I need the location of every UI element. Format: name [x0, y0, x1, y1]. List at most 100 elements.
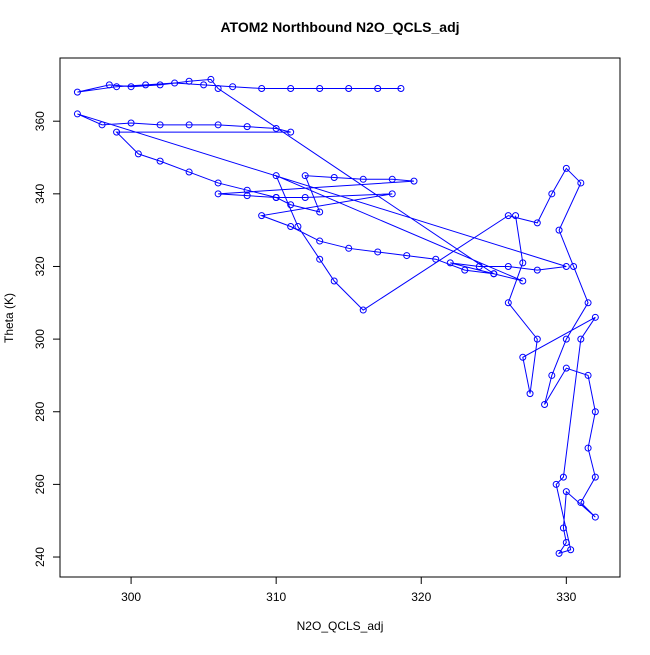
point	[577, 335, 585, 343]
point	[214, 190, 222, 198]
point	[214, 121, 222, 129]
point	[258, 85, 266, 93]
point	[113, 128, 121, 136]
point	[214, 179, 222, 187]
y-tick-label: 300	[33, 329, 47, 349]
point	[432, 255, 440, 263]
point	[388, 175, 396, 183]
point	[185, 121, 193, 129]
point	[548, 371, 556, 379]
point	[504, 212, 512, 220]
point	[185, 168, 193, 176]
x-tick-label: 300	[121, 590, 141, 604]
point	[562, 488, 570, 496]
point	[359, 175, 367, 183]
point	[555, 226, 563, 234]
point	[374, 248, 382, 256]
point	[526, 390, 534, 398]
point	[504, 262, 512, 270]
point	[330, 173, 338, 181]
y-tick-label: 340	[33, 184, 47, 204]
point	[287, 223, 295, 231]
point	[113, 83, 121, 91]
point	[410, 177, 418, 185]
point	[287, 85, 295, 93]
point	[301, 193, 309, 201]
y-tick-label: 260	[33, 474, 47, 494]
point	[533, 219, 541, 227]
point	[359, 306, 367, 314]
point	[207, 75, 215, 83]
point	[200, 81, 208, 89]
point	[533, 266, 541, 274]
point	[171, 79, 179, 87]
point	[272, 193, 280, 201]
point	[397, 85, 405, 93]
point	[272, 172, 280, 180]
point	[504, 299, 512, 307]
point	[475, 262, 483, 270]
point	[345, 85, 353, 93]
y-tick-label: 240	[33, 547, 47, 567]
point	[403, 252, 411, 260]
point	[156, 81, 164, 89]
point	[584, 299, 592, 307]
point	[374, 85, 382, 93]
point	[127, 83, 135, 91]
series-line	[77, 78, 596, 555]
chart-title: ATOM2 Northbound N2O_QCLS_adj	[220, 19, 459, 35]
point	[559, 473, 567, 481]
point	[552, 480, 560, 488]
point	[591, 513, 599, 521]
point	[287, 128, 295, 136]
x-tick-label: 310	[266, 590, 286, 604]
point	[519, 277, 527, 285]
point	[142, 81, 150, 89]
point	[243, 123, 251, 131]
point	[316, 255, 324, 263]
point	[214, 85, 222, 93]
point	[185, 77, 193, 85]
point	[316, 208, 324, 216]
point	[490, 270, 498, 278]
point	[316, 85, 324, 93]
point	[127, 119, 135, 127]
point	[388, 190, 396, 198]
point	[461, 266, 469, 274]
point	[446, 259, 454, 267]
point	[512, 212, 520, 220]
point	[134, 150, 142, 158]
point	[272, 124, 280, 132]
point	[287, 201, 295, 209]
point	[258, 212, 266, 220]
point	[294, 223, 302, 231]
point	[316, 237, 324, 245]
point	[591, 313, 599, 321]
x-tick-label: 320	[411, 590, 431, 604]
y-tick-label: 320	[33, 256, 47, 276]
point	[591, 408, 599, 416]
plot-frame	[59, 57, 621, 578]
point	[584, 444, 592, 452]
point	[156, 121, 164, 129]
point	[519, 353, 527, 361]
point	[562, 262, 570, 270]
y-tick-label: 280	[33, 401, 47, 421]
point	[73, 88, 81, 96]
point	[570, 262, 578, 270]
point	[345, 244, 353, 252]
point	[562, 335, 570, 343]
point	[301, 172, 309, 180]
point	[567, 546, 575, 554]
y-axis-label: Theta (K)	[2, 293, 16, 343]
point	[548, 190, 556, 198]
point	[519, 259, 527, 267]
point	[562, 364, 570, 372]
point	[98, 121, 106, 129]
point	[541, 400, 549, 408]
point	[156, 157, 164, 165]
point	[562, 164, 570, 172]
point	[559, 524, 567, 532]
x-axis-label: N2O_QCLS_adj	[297, 619, 384, 633]
